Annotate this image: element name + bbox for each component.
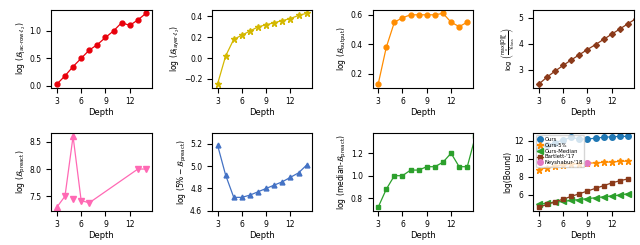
Ours (616, 135, 623, 138)
Bartlett-'17 (584, 190, 591, 193)
Ours-Median (592, 196, 600, 199)
Y-axis label: log ($5\%- \mathcal{B}_{\mathrm{preact}}$): log ($5\%- \mathcal{B}_{\mathrm{preact}}… (175, 139, 189, 205)
Ours-Median (624, 192, 632, 195)
X-axis label: Depth: Depth (570, 231, 596, 240)
Ours (568, 136, 575, 139)
Ours-Median (600, 195, 607, 198)
Y-axis label: log $\left(\frac{\max_{x} \|D\|_{\ell_2}^p}{\gamma_{\mathrm{class}}}\right)$: log $\left(\frac{\max_{x} \|D\|_{\ell_2}… (500, 27, 517, 71)
Ours (535, 147, 543, 150)
Ours (600, 136, 607, 139)
Y-axis label: log ($\mathcal{B}_{\mathrm{jac\text{-}row\text{-}}\ell_2}$): log ($\mathcal{B}_{\mathrm{jac\text{-}ro… (15, 22, 28, 75)
Bartlett-'17 (608, 182, 616, 184)
X-axis label: Depth: Depth (570, 108, 596, 117)
X-axis label: Depth: Depth (410, 231, 436, 240)
Ours-5% (616, 160, 623, 163)
Y-axis label: log ($\mathcal{B}_{\mathrm{preact}}$): log ($\mathcal{B}_{\mathrm{preact}}$) (15, 149, 28, 194)
Bartlett-'17 (551, 200, 559, 203)
Ours (608, 135, 616, 138)
Ours-Median (608, 195, 616, 197)
Ours-5% (543, 166, 551, 169)
Ours (543, 144, 551, 147)
X-axis label: Depth: Depth (249, 231, 275, 240)
Ours-5% (584, 162, 591, 165)
Ours-Median (568, 199, 575, 202)
Ours (592, 137, 600, 140)
Line: Ours: Ours (536, 134, 630, 152)
Ours-Median (584, 197, 591, 200)
Line: Ours-5%: Ours-5% (536, 158, 632, 173)
Ours-5% (624, 159, 632, 162)
Bartlett-'17 (616, 179, 623, 182)
X-axis label: Depth: Depth (249, 108, 275, 117)
Ours (624, 135, 632, 138)
X-axis label: Depth: Depth (88, 108, 115, 117)
Y-axis label: log ($\mathcal{B}_{\mathrm{output}}$): log ($\mathcal{B}_{\mathrm{output}}$) (336, 26, 349, 71)
Ours-Median (616, 194, 623, 196)
Bartlett-'17 (600, 184, 607, 187)
Y-axis label: log(Bound): log(Bound) (504, 151, 513, 193)
Ours-Median (559, 200, 567, 203)
Ours-Median (551, 201, 559, 204)
Bartlett-'17 (624, 177, 632, 180)
Ours-5% (559, 164, 567, 167)
Ours-Median (543, 202, 551, 205)
Y-axis label: log ($\mathcal{B}_{\mathrm{layer\text{-}}\ell_2}$): log ($\mathcal{B}_{\mathrm{layer\text{-}… (169, 25, 182, 72)
Bartlett-'17 (575, 192, 583, 195)
Line: Bartlett-'17: Bartlett-'17 (536, 176, 630, 209)
X-axis label: Depth: Depth (410, 108, 436, 117)
Ours (551, 141, 559, 144)
Ours-5% (600, 161, 607, 164)
Bartlett-'17 (592, 187, 600, 190)
Y-axis label: log (median-$\mathcal{B}_{\mathrm{preact}}$): log (median-$\mathcal{B}_{\mathrm{preact… (336, 134, 349, 210)
Ours-5% (551, 164, 559, 167)
Ours-Median (535, 203, 543, 206)
Ours-5% (535, 168, 543, 171)
Ours-5% (568, 163, 575, 166)
Ours-5% (575, 162, 583, 165)
Ours-5% (608, 160, 616, 163)
Ours (559, 138, 567, 141)
X-axis label: Depth: Depth (88, 231, 115, 240)
Bartlett-'17 (535, 206, 543, 209)
Ours-5% (592, 161, 600, 164)
Legend: Ours, Ours-5%, Ours-Median, Bartlett-'17, Neyshabur-'18: Ours, Ours-5%, Ours-Median, Bartlett-'17… (536, 135, 584, 167)
Bartlett-'17 (568, 195, 575, 198)
Line: Ours-Median: Ours-Median (536, 191, 630, 207)
Bartlett-'17 (543, 203, 551, 206)
Ours (584, 138, 591, 141)
Ours (575, 138, 583, 141)
Bartlett-'17 (559, 198, 567, 201)
Ours-Median (575, 198, 583, 201)
